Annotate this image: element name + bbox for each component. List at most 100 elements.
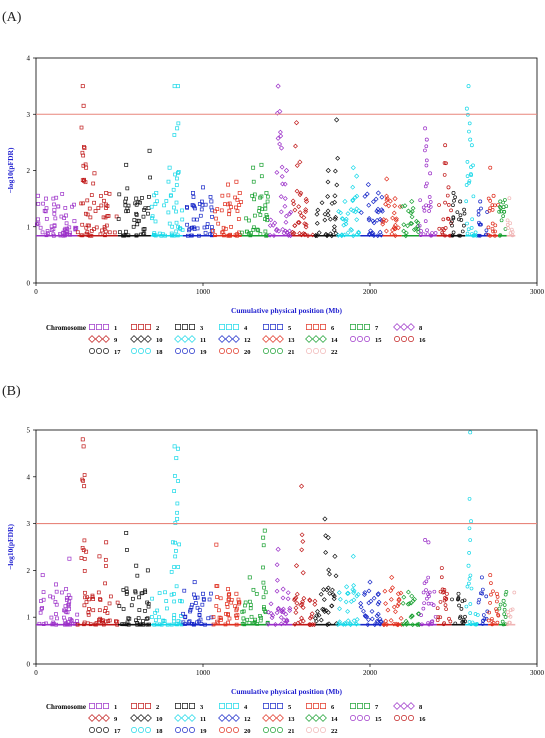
data-point [335,622,341,628]
x-tick-label: 3000 [530,288,545,296]
data-point [468,538,473,542]
data-point [275,135,281,141]
data-point [280,226,286,232]
data-point [233,195,237,200]
data-point [437,226,442,231]
data-point [383,601,389,606]
data-point [51,232,56,237]
data-point [172,613,177,617]
data-point [152,622,157,627]
data-point [54,612,58,616]
peak-point [280,586,286,592]
legend-label: 18 [156,349,163,356]
data-point [354,593,360,599]
data-point [114,214,119,219]
data-point [303,222,309,227]
data-point [489,619,494,623]
data-point [49,228,54,232]
legend-label: 21 [288,349,295,356]
data-point [103,606,108,610]
series-chr-9 [292,483,318,628]
legend-marker [319,714,327,722]
data-point [126,622,131,627]
peak-point [384,176,390,182]
data-point [150,596,154,601]
data-point [208,195,213,199]
data-point [87,597,91,602]
data-point [189,605,194,610]
data-point [220,230,225,235]
peak-point [145,568,150,573]
legend-label: 3 [200,325,204,332]
peak-point [409,593,415,599]
data-point [265,621,271,627]
peak-point [498,199,503,204]
data-point [94,225,99,230]
data-point [489,581,493,585]
data-point [124,229,128,234]
data-point [99,203,104,208]
peak-point [478,199,483,204]
data-point [215,207,220,211]
peak-point [81,444,86,449]
series-chr-3 [117,531,151,627]
data-point [493,203,497,208]
legend-label: 2 [156,704,159,711]
peak-point [147,148,152,153]
data-point [104,564,108,568]
data-point [251,621,255,625]
data-point [354,193,360,199]
data-point [303,207,309,213]
peak-point [275,83,281,89]
data-point [489,592,493,597]
data-point [237,600,242,605]
legend-label: 5 [288,704,292,711]
x-tick-label: 0 [34,669,38,677]
data-point [325,208,331,214]
data-point [345,211,351,217]
data-point [40,606,44,610]
peak-point [209,199,214,204]
data-point [305,233,311,239]
data-point [303,196,309,202]
y-tick-label: 4 [27,473,31,481]
data-point [390,585,395,591]
data-point [400,600,406,606]
legend-label: 11 [200,337,206,344]
data-point [211,228,216,233]
data-point [243,603,247,608]
data-point [338,210,344,216]
legend-marker [225,714,233,722]
data-point [229,224,233,229]
data-point [292,223,298,229]
data-point [226,612,231,617]
data-point [180,208,184,213]
data-point [91,597,96,601]
data-point [88,215,93,220]
legend-item-chr-19: 19 [175,727,207,735]
data-point [215,619,219,624]
data-point [490,208,495,212]
legend-item-chr-9: 9 [88,335,118,344]
legend-marker [270,703,276,709]
data-point [240,610,245,614]
data-point [248,233,253,238]
data-point [142,208,147,212]
data-point [308,622,314,628]
data-points [36,430,517,628]
legend-label: 15 [375,716,382,723]
legend-marker [182,727,188,733]
data-point [251,179,256,184]
data-point [36,202,41,206]
peak-point [365,181,371,188]
data-point [235,613,240,617]
data-point [302,231,308,237]
data-point [364,191,370,197]
data-point [414,622,420,628]
data-point [175,176,179,181]
data-point [227,616,232,621]
legend-item-chr-17: 17 [89,348,121,356]
data-point [508,231,513,235]
data-point [176,565,180,569]
data-point [165,606,169,611]
